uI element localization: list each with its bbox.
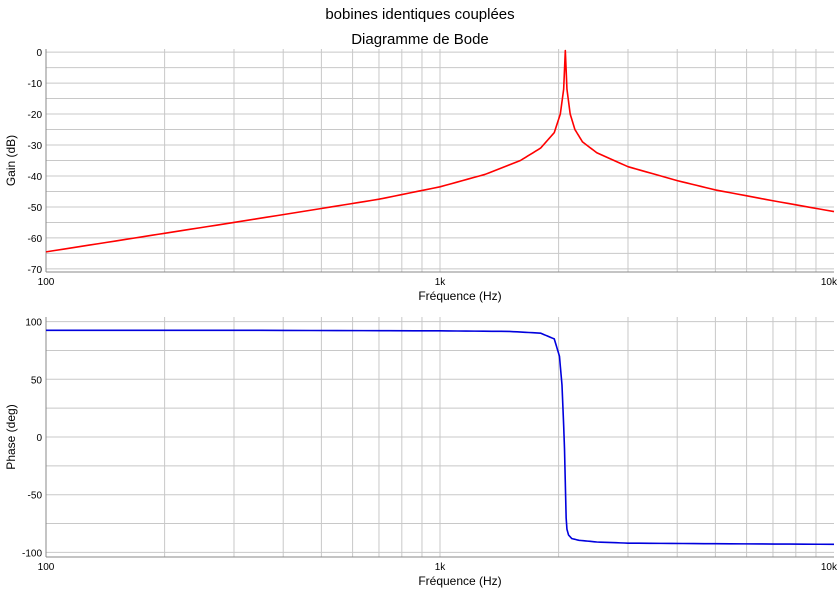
- y-axis-label: Gain (dB): [4, 135, 18, 186]
- phase-chart: 100 50 0 -50 -100 100 1k 10k Fréquence (Hz) Phase…: [4, 317, 838, 588]
- x-axis-label: Fréquence (Hz): [418, 289, 501, 303]
- x-axis-label: Fréquence (Hz): [418, 574, 501, 588]
- y-tick-label: 50: [31, 375, 43, 386]
- y-tick-label: -10: [28, 79, 43, 90]
- figure-title: bobines identiques couplées: [325, 6, 515, 23]
- y-tick-label: -70: [28, 265, 43, 276]
- y-axis-label: Phase (deg): [4, 404, 18, 469]
- series-line-0: [46, 329, 835, 546]
- x-tick-label: 100: [38, 277, 55, 288]
- x-tick-label: 1k: [435, 277, 447, 288]
- x-tick-label: 1k: [435, 562, 447, 573]
- y-tick-label: 100: [25, 318, 42, 329]
- x-tick-label: 100: [38, 562, 55, 573]
- x-tick-label: 10k: [821, 277, 838, 288]
- y-tick-label: -40: [28, 172, 43, 183]
- figure-subtitle: Diagramme de Bode: [351, 31, 489, 48]
- y-tick-label: -30: [28, 141, 43, 152]
- y-tick-label: -50: [28, 491, 43, 502]
- y-tick-label: -20: [28, 110, 43, 121]
- y-tick-label: -100: [22, 548, 42, 559]
- x-tick-label: 10k: [821, 562, 838, 573]
- y-tick-label: 0: [36, 48, 42, 59]
- y-tick-label: -50: [28, 203, 43, 214]
- y-tick-label: 0: [36, 433, 42, 444]
- y-tick-label: -60: [28, 234, 43, 245]
- series-line-0: [45, 49, 835, 253]
